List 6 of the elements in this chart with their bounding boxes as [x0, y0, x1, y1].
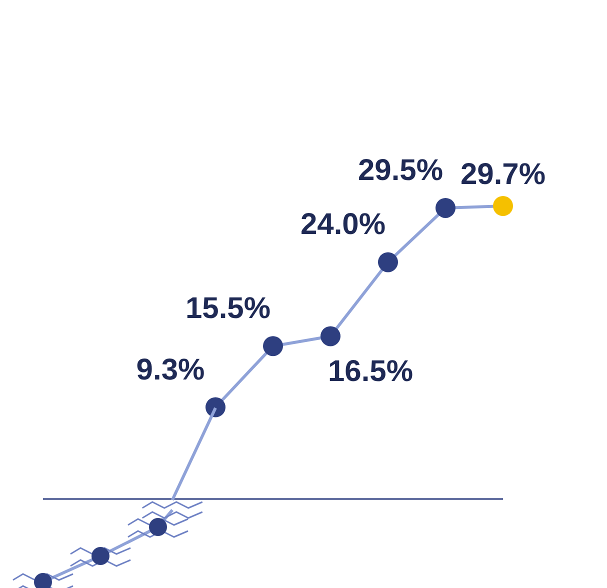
data-label: 29.7% [460, 158, 546, 191]
data-label: 9.3% [136, 353, 205, 386]
data-label: 16.5% [328, 355, 414, 388]
data-label: 15.5% [185, 292, 271, 326]
data-label: 29.5% [358, 154, 444, 187]
data-label: 24.0% [300, 208, 386, 242]
